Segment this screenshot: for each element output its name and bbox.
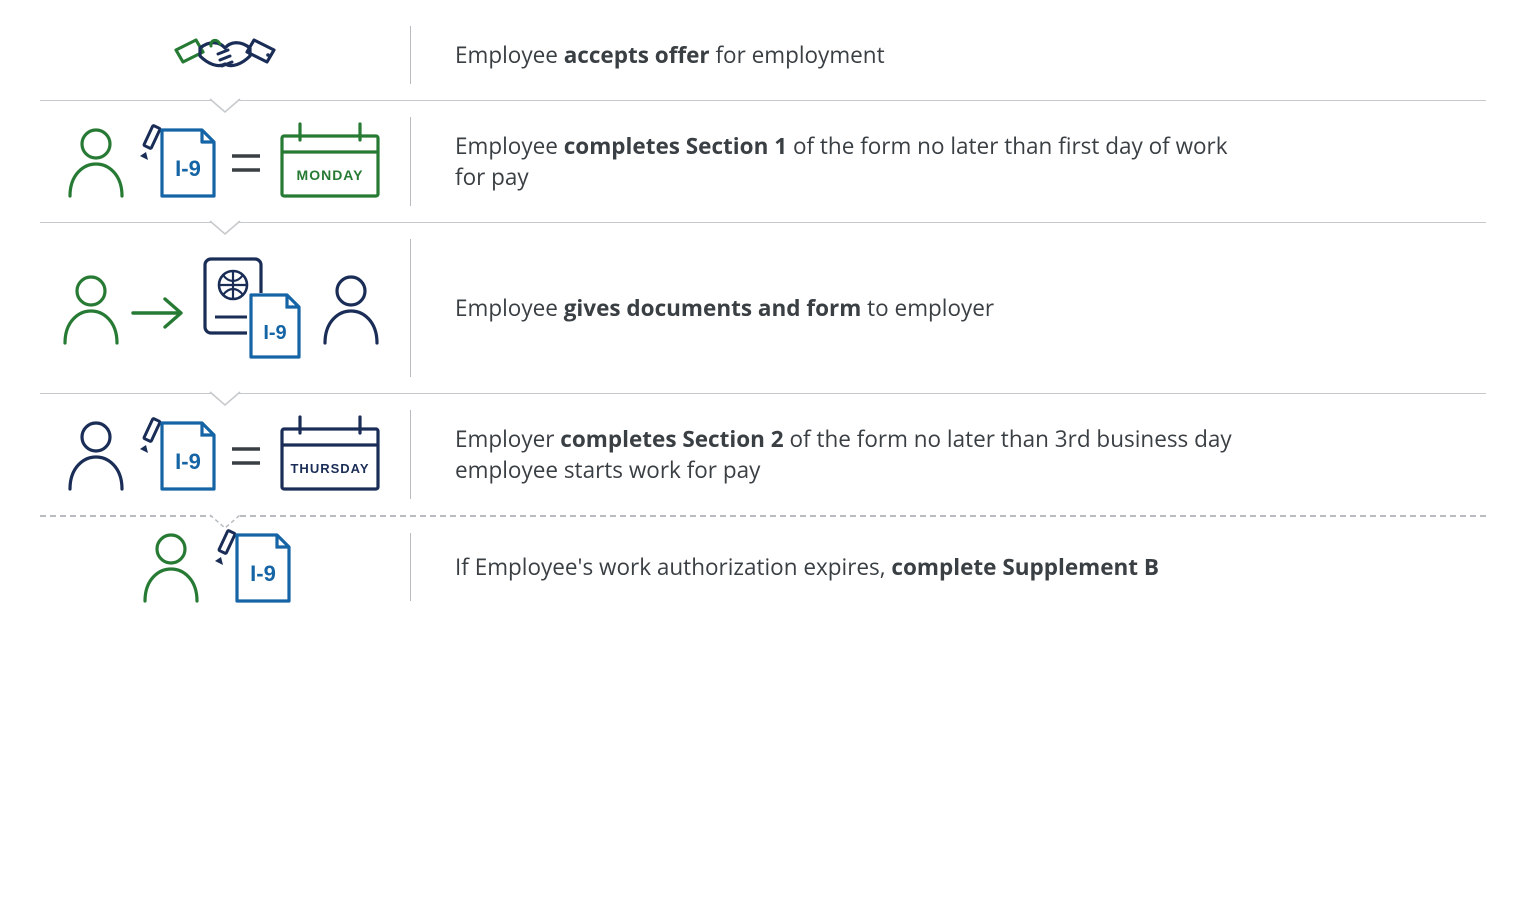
step-icons: I-9 THURSDAY	[40, 405, 410, 505]
text-after: for employment	[710, 39, 885, 70]
employer-form-calendar-icon: I-9 THURSDAY	[60, 405, 390, 505]
employee-form-icon: I-9	[125, 517, 325, 617]
step-text: Employee accepts offer for employment	[411, 10, 1291, 100]
step-icons: I-9	[40, 517, 410, 617]
step-icons: I-9 MONDAY	[40, 112, 410, 212]
handshake-icon	[170, 20, 280, 90]
step-supplement-b: I-9 If Employee's work authorization exp…	[40, 517, 1486, 617]
text-bold: accepts offer	[564, 39, 710, 70]
step-text: Employee gives documents and form to emp…	[411, 263, 1291, 353]
calendar-label: MONDAY	[297, 167, 364, 183]
employee-form-calendar-icon: I-9 MONDAY	[60, 112, 390, 212]
calendar-label: THURSDAY	[290, 461, 369, 476]
step-text: Employer completes Section 2 of the form…	[411, 394, 1291, 515]
text-before: Employee	[455, 292, 564, 323]
text-before: If Employee's work authorization expires…	[455, 551, 891, 582]
form-label: I-9	[263, 322, 286, 344]
text-bold: complete Supplement B	[891, 551, 1159, 582]
step-section-2: I-9 THURSDAY Employer completes Section …	[40, 394, 1486, 515]
step-text: Employee completes Section 1 of the form…	[411, 101, 1291, 222]
step-icons: I-9	[40, 243, 410, 373]
text-bold: completes Section 2	[560, 423, 783, 454]
step-accepts-offer: Employee accepts offer for employment	[40, 10, 1486, 100]
step-icons	[40, 20, 410, 90]
step-text: If Employee's work authorization expires…	[411, 522, 1291, 612]
text-before: Employee	[455, 130, 564, 161]
give-documents-icon: I-9	[55, 243, 395, 373]
step-section-1: I-9 MONDAY Employee completes Section 1 …	[40, 101, 1486, 222]
form-label: I-9	[250, 561, 276, 586]
text-after: to employer	[861, 292, 994, 323]
text-before: Employee	[455, 39, 564, 70]
text-bold: completes Section 1	[564, 130, 787, 161]
step-give-documents: I-9 Employee gives documents and form to…	[40, 223, 1486, 393]
text-bold: gives documents and form	[564, 292, 862, 323]
form-label: I-9	[175, 449, 201, 474]
text-before: Employer	[455, 423, 560, 454]
form-label: I-9	[175, 156, 201, 181]
